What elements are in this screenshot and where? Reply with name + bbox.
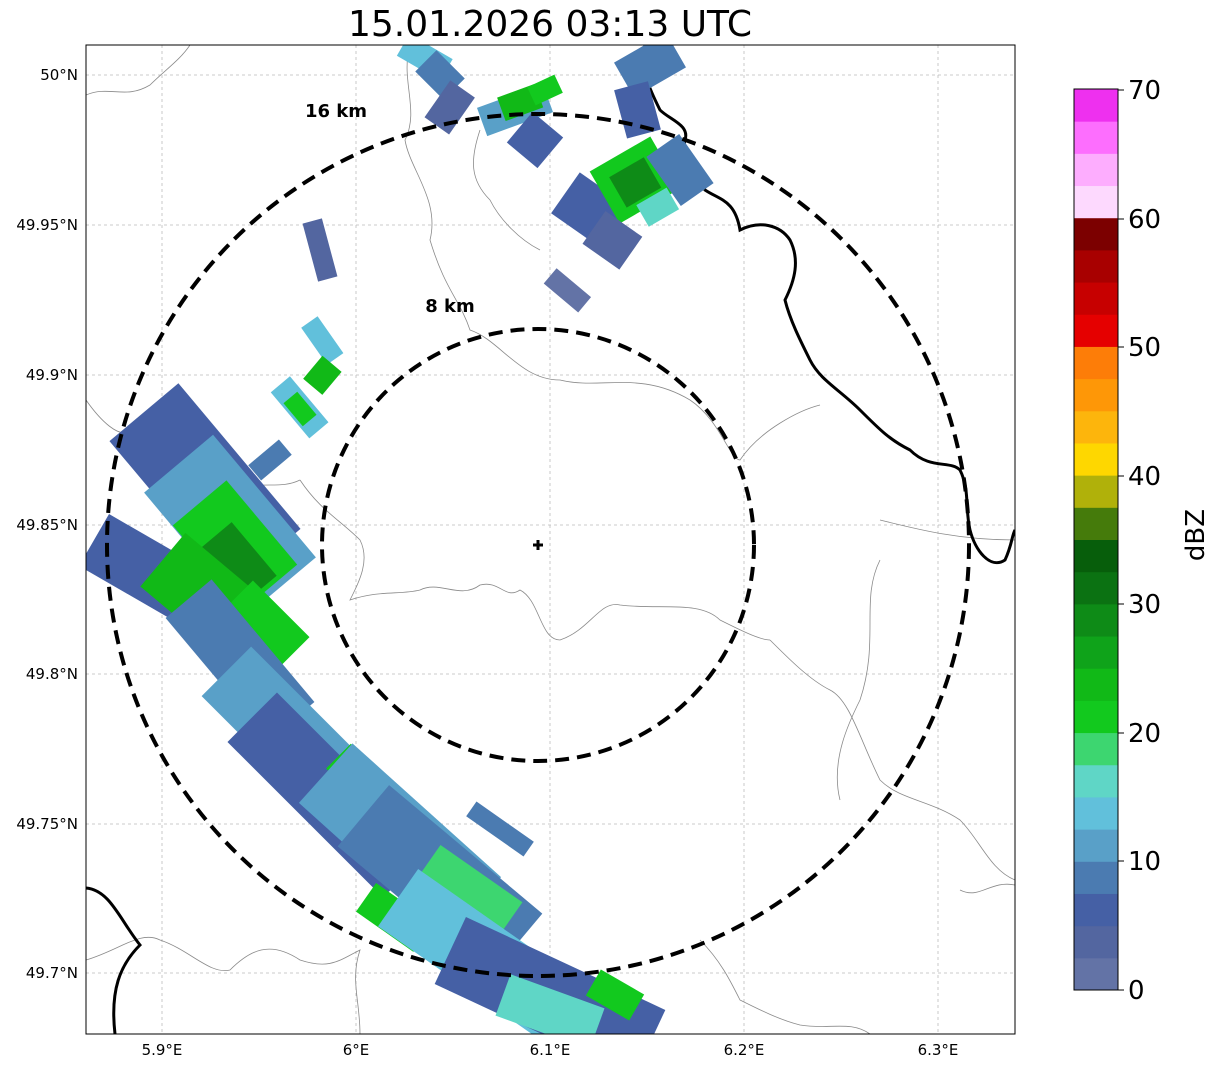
colorbar-segment xyxy=(1074,636,1118,669)
lat-axis: 50°N 49.95°N 49.9°N 49.85°N 49.8°N 49.75… xyxy=(16,66,78,982)
colorbar-ticks: 0 10 20 30 40 50 60 70 xyxy=(1128,76,1161,1006)
colorbar-tick: 40 xyxy=(1128,462,1161,492)
chart-title: 15.01.2026 03:13 UTC xyxy=(347,4,753,45)
colorbar-segment xyxy=(1074,153,1118,187)
colorbar xyxy=(1074,89,1118,991)
colorbar-segment xyxy=(1074,410,1118,444)
colorbar-segment xyxy=(1074,507,1118,540)
colorbar-segment xyxy=(1074,539,1118,573)
colorbar-segment xyxy=(1074,571,1118,605)
colorbar-segment xyxy=(1074,893,1118,927)
colorbar-segment xyxy=(1074,925,1118,959)
colorbar-frame xyxy=(1073,88,1119,991)
range-ring-16km xyxy=(105,112,971,978)
colorbar-segment xyxy=(1074,282,1118,315)
lat-tick: 49.75°N xyxy=(16,815,78,833)
lon-tick: 5.9°E xyxy=(142,1041,183,1059)
ring-label-8km: 8 km xyxy=(425,296,475,317)
colorbar-segment xyxy=(1074,121,1118,154)
range-rings xyxy=(105,112,971,978)
colorbar-segment xyxy=(1074,314,1118,347)
colorbar-segment xyxy=(1074,378,1118,412)
colorbar-segment xyxy=(1074,185,1118,219)
colorbar-segment xyxy=(1074,217,1118,251)
plot-frame xyxy=(85,44,1016,1035)
colorbar-segment xyxy=(1074,475,1118,508)
lat-tick: 49.8°N xyxy=(26,665,78,683)
lon-axis: 5.9°E 6°E 6.1°E 6.2°E 6.3°E xyxy=(142,1041,959,1059)
range-ring-8km xyxy=(320,327,756,763)
colorbar-segment xyxy=(1074,668,1118,701)
colorbar-tick: 70 xyxy=(1128,76,1161,106)
ring-label-16km: 16 km xyxy=(305,101,367,122)
colorbar-segment xyxy=(1074,764,1118,798)
colorbar-segment xyxy=(1074,442,1118,476)
colorbar-segment xyxy=(1074,249,1118,283)
colorbar-tick: 50 xyxy=(1128,333,1161,363)
lon-tick: 6.3°E xyxy=(918,1041,959,1059)
lon-tick: 6.2°E xyxy=(724,1041,765,1059)
lon-tick: 6.1°E xyxy=(530,1041,571,1059)
gridlines xyxy=(86,45,1015,1034)
colorbar-tick: 0 xyxy=(1128,976,1145,1006)
radar-echoes xyxy=(86,45,714,1034)
lat-tick: 49.7°N xyxy=(26,964,78,982)
colorbar-segment xyxy=(1074,700,1118,734)
colorbar-segment xyxy=(1074,796,1118,830)
colorbar-label: dBZ xyxy=(1181,508,1207,562)
lat-tick: 49.95°N xyxy=(16,216,78,234)
colorbar-segment xyxy=(1074,861,1118,894)
colorbar-segment xyxy=(1074,732,1118,766)
colorbar-segment xyxy=(1074,89,1118,122)
colorbar-segment xyxy=(1074,603,1118,637)
colorbar-tick: 20 xyxy=(1128,719,1161,749)
colorbar-tick: 10 xyxy=(1128,847,1161,877)
lat-tick: 49.85°N xyxy=(16,516,78,534)
lat-tick: 50°N xyxy=(40,66,78,84)
colorbar-tick: 30 xyxy=(1128,590,1161,620)
colorbar-segment xyxy=(1074,346,1118,380)
lat-tick: 49.9°N xyxy=(26,366,78,384)
colorbar-segment xyxy=(1074,829,1118,862)
colorbar-segment xyxy=(1074,957,1118,991)
plus-icon xyxy=(533,540,543,550)
lon-tick: 6°E xyxy=(343,1041,370,1059)
colorbar-tick: 60 xyxy=(1128,205,1161,235)
